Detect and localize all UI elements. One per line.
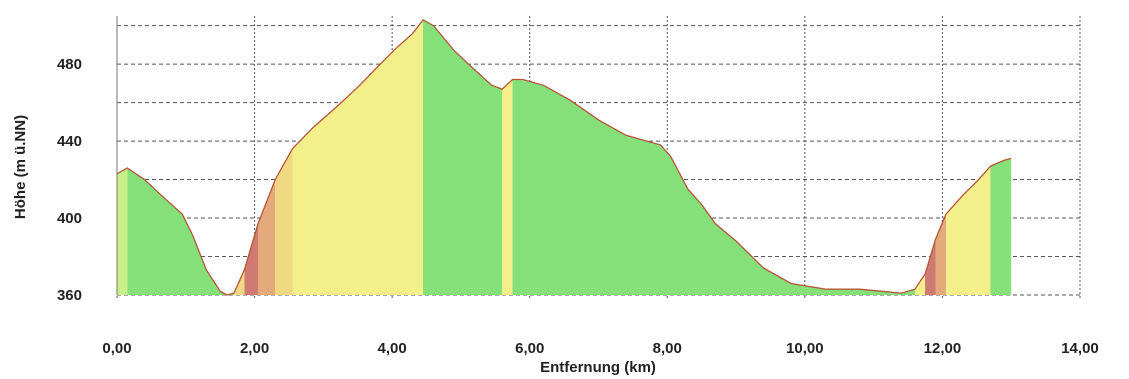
y-axis-title: Höhe (m ü.NN) <box>12 115 29 219</box>
x-tick-label: 6,00 <box>515 340 544 357</box>
x-tick-label: 14,00 <box>1061 340 1099 357</box>
y-tick-label: 440 <box>57 133 82 150</box>
x-tick-label: 12,00 <box>924 340 962 357</box>
x-tick-label: 10,00 <box>786 340 824 357</box>
y-tick-label: 400 <box>57 210 82 227</box>
y-tick-label: 360 <box>57 287 82 304</box>
x-tick-label: 0,00 <box>102 340 131 357</box>
x-tick-label: 2,00 <box>240 340 269 357</box>
y-tick-label: 480 <box>57 56 82 73</box>
x-axis-title: Entfernung (km) <box>540 359 656 376</box>
x-tick-label: 4,00 <box>378 340 407 357</box>
y-axis-ticks: 360 400 440 480 <box>57 56 82 304</box>
x-tick-label: 8,00 <box>653 340 682 357</box>
elevation-area <box>117 19 1012 296</box>
x-axis-ticks: 0,00 2,00 4,00 6,00 8,00 10,00 12,00 14,00 <box>102 340 1098 357</box>
elevation-line <box>116 18 1012 296</box>
